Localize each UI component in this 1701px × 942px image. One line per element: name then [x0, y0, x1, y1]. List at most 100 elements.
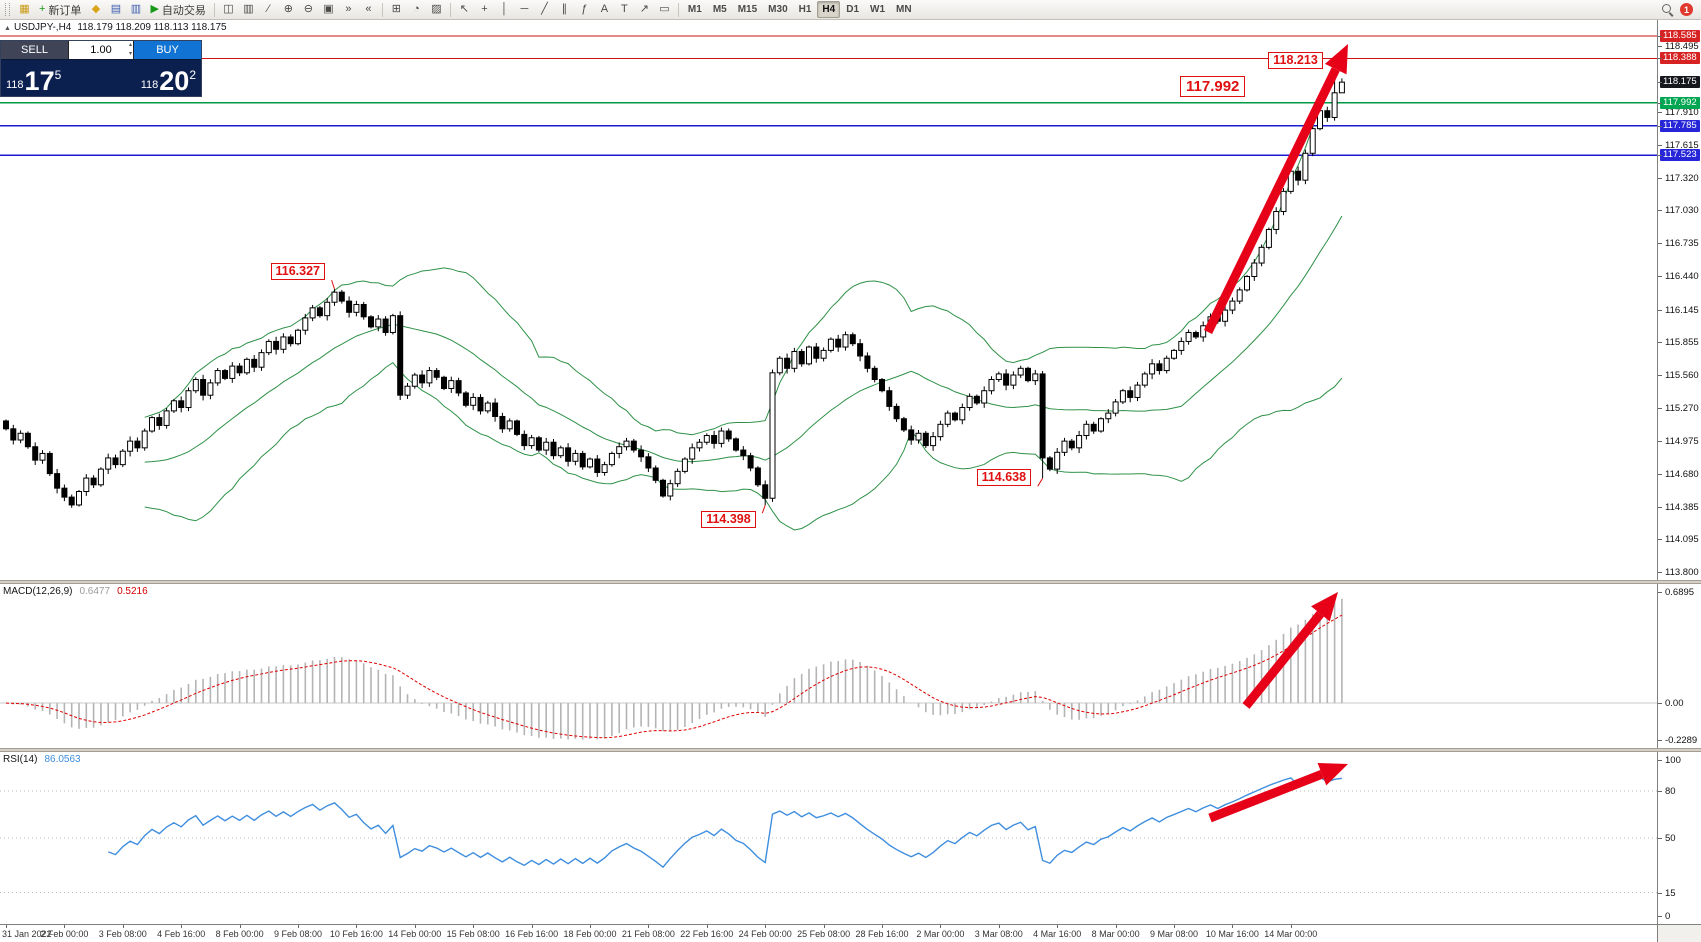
trend-arrow-head[interactable]: [1324, 44, 1348, 75]
tile-windows-button[interactable]: ▣: [319, 1, 338, 18]
candle-body: [295, 329, 301, 345]
candle-body: [1324, 110, 1331, 118]
new-chart-button[interactable]: ▦: [15, 1, 34, 18]
timeframe-m5-button[interactable]: M5: [712, 4, 727, 15]
timeframe-d1-button[interactable]: D1: [846, 4, 860, 15]
shapes-button[interactable]: ▭: [655, 1, 674, 18]
candle-body: [572, 452, 579, 462]
time-axis-tick: [414, 925, 416, 928]
fibonacci-button[interactable]: ƒ: [575, 1, 594, 18]
terminal-button[interactable]: ▥: [126, 1, 145, 18]
trend-arrow[interactable]: [1242, 610, 1324, 709]
time-tick-label: 21 Feb 08:00: [621, 929, 675, 939]
candle-body: [324, 301, 331, 317]
annotation-118.213[interactable]: 118.213: [1268, 51, 1323, 69]
price-scale-label: 116.440: [1665, 271, 1699, 283]
macd-canvas[interactable]: [0, 584, 1657, 748]
price-scale-tick: [1658, 243, 1662, 245]
templates-button[interactable]: ▨: [427, 1, 446, 18]
equidistant-channel-button[interactable]: ∥: [555, 1, 574, 18]
rsi-canvas[interactable]: [0, 752, 1657, 924]
candle-body: [820, 349, 827, 359]
trendline-button[interactable]: ╱: [535, 1, 554, 18]
panel-splitter[interactable]: [0, 580, 1701, 584]
search-icon[interactable]: [1661, 3, 1674, 16]
arrows-tool-button[interactable]: ↗: [635, 1, 654, 18]
candle-body: [733, 438, 739, 451]
vertical-line-button[interactable]: │: [495, 1, 514, 18]
buy-button[interactable]: BUY: [134, 41, 201, 59]
macd-panel[interactable]: MACD(12,26,9) 0.6477 0.5216: [0, 584, 1657, 748]
sell-price[interactable]: 118 17 5: [6, 68, 61, 96]
time-axis[interactable]: 31 Jan 2022 2 Feb 00:00 3 Feb 08:00 4 Feb 1…: [0, 924, 1657, 942]
candle-body: [579, 452, 586, 468]
new-order-button[interactable]: + 新订单: [35, 1, 85, 18]
text-label-button[interactable]: T: [615, 1, 634, 18]
candlestick-chart-button[interactable]: ▥: [239, 1, 258, 18]
price-scale[interactable]: 118.495 117.910 117.615 117.320 117.030 116.7…: [1657, 20, 1701, 924]
arrows-tool-icon: ↗: [639, 3, 650, 15]
candle-body: [316, 307, 323, 317]
indicators-button[interactable]: ⊞: [387, 1, 406, 18]
periods-icon: ◔: [413, 3, 420, 15]
candle-body: [105, 457, 112, 470]
candle-body: [857, 343, 864, 357]
sell-button[interactable]: SELL: [1, 41, 68, 59]
annotation-117.992[interactable]: 117.992: [1180, 75, 1246, 97]
text-button[interactable]: A: [595, 1, 614, 18]
annotation-116.327[interactable]: 116.327: [270, 263, 325, 281]
buy-price[interactable]: 118 20 2: [141, 68, 196, 96]
periods-button[interactable]: ◔: [407, 1, 426, 18]
timeframe-w1-button[interactable]: W1: [870, 4, 886, 15]
timeframe-m1-button[interactable]: M1: [687, 4, 702, 15]
annotation-114.638[interactable]: 114.638: [976, 469, 1032, 487]
bar-chart-icon: ◫: [223, 3, 234, 15]
line-chart-button[interactable]: ∕: [259, 1, 278, 18]
zoom-out-button[interactable]: ⊖: [299, 1, 318, 18]
time-tick-label: 4 Mar 16:00: [1033, 929, 1082, 939]
trend-arrow[interactable]: [1208, 770, 1324, 823]
auto-scroll-button[interactable]: »: [339, 1, 358, 18]
rsi-scale-label: 50: [1665, 833, 1676, 844]
horizontal-line-button[interactable]: ─: [515, 1, 534, 18]
candle-body: [499, 415, 506, 430]
candle-body: [492, 402, 499, 417]
candle-body: [842, 334, 849, 348]
chart-collapse-icon[interactable]: ▲: [4, 25, 11, 32]
trend-arrow[interactable]: [1203, 67, 1340, 334]
notification-badge[interactable]: 1: [1680, 3, 1693, 16]
candle-body: [251, 358, 258, 368]
toolbar-grip[interactable]: [5, 3, 10, 16]
time-tick-label: 4 Feb 16:00: [157, 929, 206, 939]
volume-down-icon[interactable]: ▾: [128, 51, 132, 57]
candle-body: [922, 432, 929, 447]
trend-arrow-head[interactable]: [1311, 592, 1338, 622]
cursor-button[interactable]: ↖: [455, 1, 474, 18]
timeframe-m15-button[interactable]: M15: [737, 4, 758, 15]
annotation-114.398[interactable]: 114.398: [701, 511, 756, 529]
timeframe-h1-button[interactable]: H1: [798, 4, 812, 15]
candle-body: [937, 423, 944, 438]
candle-body: [981, 390, 988, 404]
main-chart-panel[interactable]: ▲ USDJPY-,H4 118.179 118.209 118.113 118.1…: [0, 20, 1657, 580]
timeframe-h4-button[interactable]: H4: [817, 1, 841, 18]
timeframe-m30-button[interactable]: M30: [768, 4, 788, 15]
timeframe-mn-button[interactable]: MN: [896, 4, 912, 15]
rsi-panel[interactable]: RSI(14) 86.0563: [0, 752, 1657, 924]
volume-up-icon[interactable]: ▴: [128, 42, 132, 48]
main-chart-canvas[interactable]: [0, 20, 1657, 580]
trend-arrow-head[interactable]: [1317, 763, 1348, 786]
candle-body: [521, 433, 528, 447]
panel-splitter[interactable]: [0, 748, 1701, 752]
bar-chart-button[interactable]: ◫: [219, 1, 238, 18]
market-watch-button[interactable]: ▤: [106, 1, 125, 18]
zoom-in-button[interactable]: ⊕: [279, 1, 298, 18]
price-scale-tick: [1658, 111, 1662, 113]
chart-shift-button[interactable]: «: [359, 1, 378, 18]
autotrading-button[interactable]: ▶ 自动交易: [146, 1, 209, 18]
volume-input[interactable]: 1.00 ▴ ▾: [68, 41, 134, 59]
crosshair-button[interactable]: +: [475, 1, 494, 18]
candle-body: [265, 340, 272, 354]
price-scale-tick: [1658, 916, 1662, 917]
profiles-button[interactable]: ◆: [86, 1, 105, 18]
